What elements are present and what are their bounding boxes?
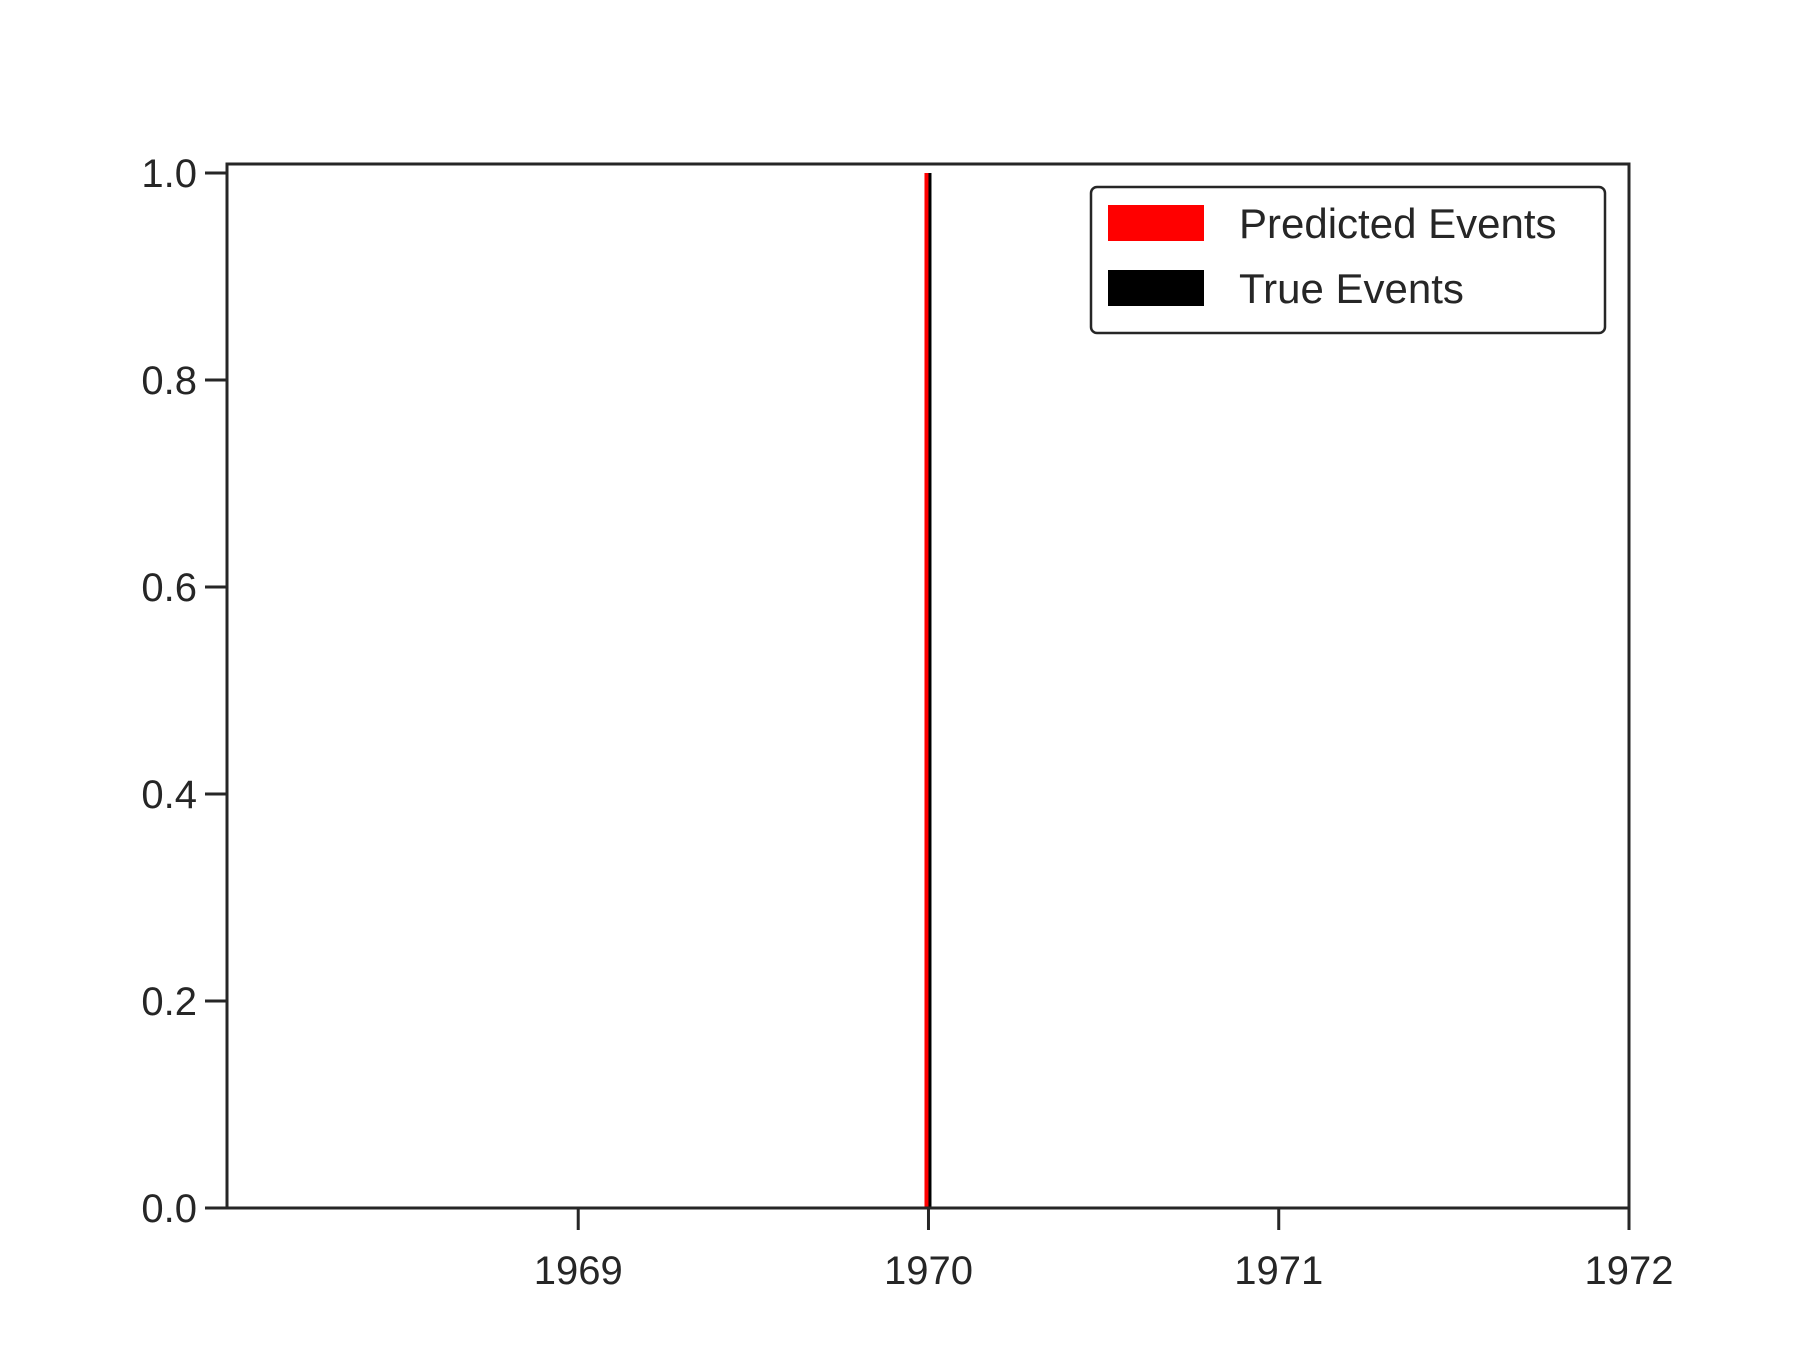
x-tick-label: 1972: [1585, 1249, 1674, 1293]
legend-swatch-true: [1108, 270, 1204, 306]
y-tick-label: 0.2: [141, 980, 197, 1024]
legend-box: [1089, 185, 1607, 335]
axes-frame: [225, 162, 1631, 1210]
legend-swatch-predicted: [1108, 205, 1204, 241]
x-tick-label: 1969: [534, 1249, 623, 1293]
y-tick-label: 0.8: [141, 359, 197, 403]
legend-label-true: True Events: [1239, 265, 1464, 312]
event-bars: [924, 173, 932, 1208]
legend-label-predicted: Predicted Events: [1239, 200, 1557, 247]
true-event-bar: [928, 173, 932, 1208]
legend: Predicted Events True Events: [1089, 185, 1607, 335]
y-tick-label: 0.6: [141, 566, 197, 610]
y-tick-label: 0.4: [141, 773, 197, 817]
predicted-event-bar: [924, 173, 931, 1208]
y-axis: 0.0 0.2 0.4 0.6 0.8 1.0: [141, 152, 227, 1231]
y-tick-label: 0.0: [141, 1187, 197, 1231]
y-tick-label: 1.0: [141, 152, 197, 196]
x-tick-label: 1970: [884, 1249, 973, 1293]
x-tick-label: 1971: [1234, 1249, 1323, 1293]
x-axis: 1969 1970 1971 1972: [534, 1208, 1674, 1293]
